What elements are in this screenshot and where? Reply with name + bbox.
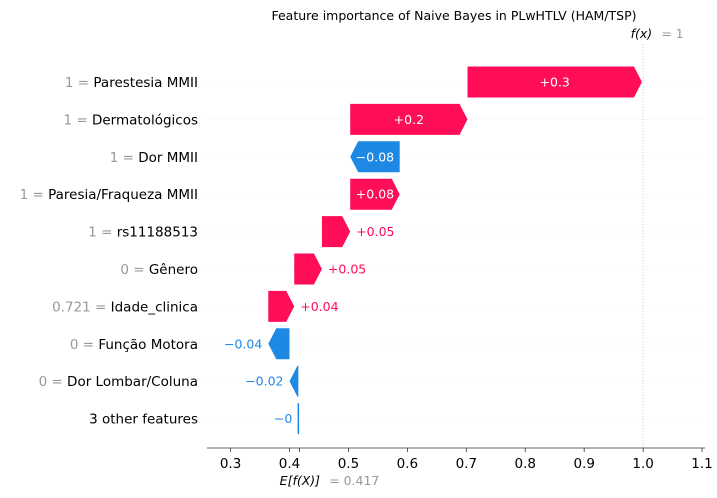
feature-value: 1 =	[88, 225, 116, 241]
feature-name: Parestesia MMII	[93, 75, 198, 91]
bar-value-label: −0.04	[224, 336, 262, 351]
x-tick-label: 0.5	[338, 456, 359, 472]
bars-group: +0.3 +0.2 −0.08 +0.08 +0.05 +0.05 +0.04 −0.04 −0…	[224, 66, 642, 435]
positive-contribution-bar	[321, 216, 351, 248]
chart-title: Feature importance of Naive Bayes in PLw…	[271, 8, 636, 23]
x-tick-label: 0.3	[220, 456, 241, 472]
feature-name: rs11188513	[117, 225, 198, 241]
feature-value: 0 =	[70, 337, 98, 353]
bar-value-label: +0.3	[540, 75, 570, 90]
positive-contribution-bar	[350, 178, 400, 210]
bar-value-label: −0	[274, 411, 292, 426]
feature-name: Gênero	[149, 262, 198, 278]
base-label-expr: E[f(X)]	[280, 473, 320, 488]
feature-value: 1 =	[20, 187, 48, 203]
feature-label: 1 = Dor MMII	[110, 150, 198, 166]
feature-value: 0 =	[39, 374, 67, 390]
feature-label: 0.721 = Idade_clinica	[52, 299, 198, 315]
feature-value: 1 =	[63, 112, 91, 128]
bar-value-label: +0.05	[356, 224, 394, 239]
negative-contribution-bar	[268, 328, 290, 360]
feature-label: 1 = Dermatológicos	[63, 112, 198, 128]
feature-name: Idade_clinica	[111, 299, 198, 315]
bar-value-label: −0.08	[356, 149, 394, 164]
feature-value: 1 =	[65, 75, 93, 91]
feature-name: Dermatológicos	[92, 112, 198, 128]
output-value-label: f(x) = 1	[631, 23, 684, 42]
feature-name: Dor MMII	[138, 150, 198, 166]
feature-name: Paresia/Fraqueza MMII	[48, 187, 198, 203]
x-tick-label: 1.1	[691, 456, 712, 472]
base-value-label: E[f(X)] = 0.417	[280, 470, 380, 489]
feature-name: Dor Lombar/Coluna	[67, 374, 198, 390]
feature-label: 0 = Função Motora	[70, 337, 198, 353]
feature-label: 1 = Parestesia MMII	[65, 75, 198, 91]
feature-name: 3 other features	[89, 412, 198, 428]
negative-contribution-bar	[289, 365, 299, 397]
bar-value-label: +0.08	[356, 187, 394, 202]
feature-label: 0 = Gênero	[120, 262, 198, 278]
positive-contribution-bar	[294, 253, 322, 285]
output-label-value: = 1	[661, 26, 683, 41]
bar-value-label: −0.02	[245, 374, 283, 389]
positive-contribution-bar	[350, 103, 468, 135]
x-tick-label: 0.6	[397, 456, 418, 472]
x-tick-label: 0.8	[515, 456, 536, 472]
bar-value-label: +0.05	[328, 262, 366, 277]
feature-label: 1 = Paresia/Fraqueza MMII	[20, 187, 198, 203]
output-label-expr: f(x)	[631, 26, 653, 41]
feature-label: 0 = Dor Lombar/Coluna	[39, 374, 198, 390]
bar-value-label: +0.2	[394, 112, 424, 127]
feature-label: 1 = rs11188513	[88, 225, 198, 241]
x-axis: 0.3 0.4 0.5 0.6 0.7 0.8 0.9 1.0 1.1	[207, 447, 713, 472]
x-tick-label: 1.0	[632, 456, 653, 472]
feature-label: 3 other features	[89, 412, 198, 428]
x-tick-label: 0.7	[456, 456, 477, 472]
feature-value: 0.721 =	[52, 299, 111, 315]
feature-value: 0 =	[120, 262, 148, 278]
feature-value: 1 =	[110, 150, 138, 166]
bar-value-label: +0.04	[300, 299, 338, 314]
positive-contribution-bar	[467, 66, 642, 98]
feature-name: Função Motora	[98, 337, 198, 353]
x-tick-label: 0.9	[573, 456, 594, 472]
negative-contribution-bar	[350, 141, 400, 173]
x-tick-label: 0.4	[279, 456, 300, 472]
base-label-value: = 0.417	[329, 473, 379, 488]
positive-contribution-bar	[268, 290, 295, 322]
